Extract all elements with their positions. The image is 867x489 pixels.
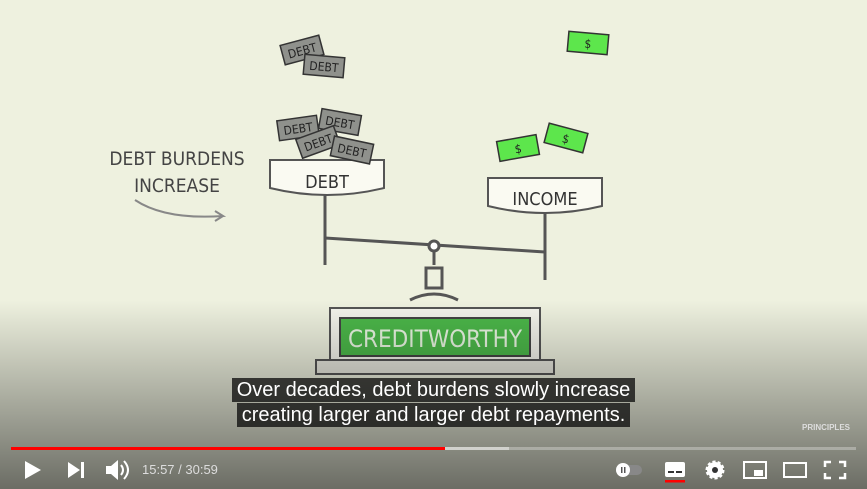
subtitle-line: Over decades, debt burdens slowly increa… <box>0 378 867 403</box>
fullscreen-button[interactable] <box>823 460 847 480</box>
money-bill: $ <box>566 30 610 56</box>
bill-shape <box>543 122 589 154</box>
subtitle-text: creating larger and larger debt repaymen… <box>236 403 631 427</box>
bill-label: DEBT <box>309 59 340 76</box>
bill-label: $ <box>561 131 571 146</box>
caption-line: INCREASE <box>134 175 220 197</box>
bill-label: DEBT <box>336 141 368 161</box>
autoplay-toggle[interactable] <box>616 463 642 477</box>
money-bill: $ <box>495 133 541 163</box>
debt-bill: DEBT <box>294 124 342 160</box>
pan-label: INCOME <box>512 189 577 210</box>
right-pan <box>487 177 603 214</box>
pan-label: DEBT <box>305 172 349 193</box>
arrow <box>134 199 227 222</box>
subtitles-button[interactable] <box>665 462 685 483</box>
bill-label: DEBT <box>283 120 314 138</box>
left-pan <box>269 159 385 196</box>
next-button[interactable] <box>68 462 84 478</box>
bill-shape <box>566 30 610 56</box>
volume-button[interactable] <box>106 460 129 480</box>
play-button[interactable] <box>25 461 41 479</box>
subtitle-line: creating larger and larger debt repaymen… <box>0 403 867 428</box>
settings-button[interactable] <box>705 460 725 480</box>
bill-label: $ <box>584 37 592 52</box>
debt-bill: DEBT <box>302 53 346 79</box>
debt-bill: DEBT <box>329 135 375 165</box>
bill-shape <box>302 53 346 79</box>
progress-bar[interactable] <box>11 447 445 450</box>
bill-label: $ <box>514 141 523 156</box>
subtitle-text: Over decades, debt burdens slowly increa… <box>231 378 636 402</box>
money-bill: $ <box>543 122 589 154</box>
time-display: 15:57 / 30:59 <box>142 462 218 477</box>
miniplayer-button[interactable] <box>743 461 767 479</box>
caption-line: DEBT BURDENS <box>109 148 244 170</box>
theater-button[interactable] <box>783 462 807 478</box>
watermark: PRINCIPLES <box>802 423 851 432</box>
bill-shape <box>329 135 375 165</box>
scale <box>323 195 547 302</box>
bill-shape <box>294 124 342 160</box>
bill-shape <box>495 133 541 163</box>
